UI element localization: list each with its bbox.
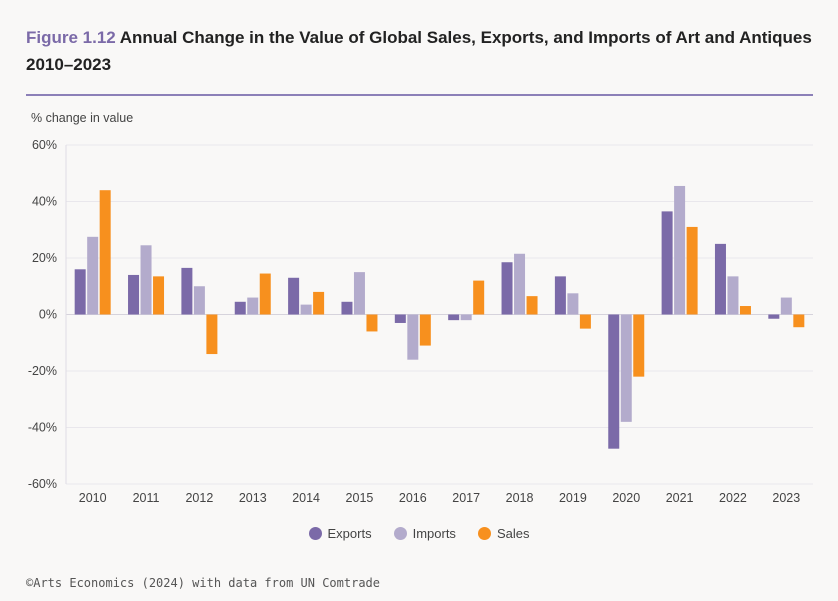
bar-sales-2020 [633, 314, 645, 377]
x-tick-label: 2016 [399, 491, 427, 505]
chart-title: Figure 1.12 Annual Change in the Value of… [26, 24, 816, 78]
bar-imports-2020 [620, 314, 632, 422]
bar-exports-2021 [661, 211, 673, 315]
title-divider [26, 94, 813, 96]
legend-label: Exports [327, 526, 372, 541]
bar-exports-2017 [448, 314, 460, 321]
bar-sales-2018 [526, 296, 538, 315]
bar-imports-2021 [674, 185, 686, 315]
bar-exports-2018 [501, 262, 513, 315]
y-axis-label: % change in value [31, 111, 133, 125]
bar-exports-2013 [234, 301, 246, 315]
bar-sales-2012 [206, 314, 218, 355]
legend-swatch [308, 527, 322, 540]
legend-item-imports: Imports [393, 526, 456, 541]
bar-imports-2014 [300, 304, 312, 315]
bar-exports-2011 [128, 274, 140, 315]
x-tick-label: 2011 [133, 491, 160, 505]
x-tick-label: 2021 [666, 491, 694, 505]
legend-swatch [477, 527, 491, 540]
x-tick-label: 2020 [612, 491, 640, 505]
bar-imports-2012 [193, 286, 205, 315]
y-tick-label: 60% [32, 138, 57, 152]
bar-exports-2019 [554, 276, 566, 315]
bar-exports-2022 [714, 243, 726, 315]
bar-sales-2021 [686, 226, 698, 315]
bar-sales-2017 [473, 280, 485, 315]
legend-label: Imports [412, 526, 456, 541]
x-tick-label: 2023 [772, 491, 800, 505]
bar-sales-2010 [99, 190, 111, 315]
x-tick-label: 2018 [506, 491, 534, 505]
bar-sales-2015 [366, 314, 378, 332]
legend-label: Sales [496, 526, 530, 541]
x-tick-label: 2014 [292, 491, 320, 505]
legend-swatch [393, 527, 407, 540]
bar-imports-2013 [247, 297, 259, 315]
bar-sales-2023 [793, 314, 805, 328]
x-tick-label: 2010 [79, 491, 107, 505]
y-tick-label: -40% [28, 421, 57, 435]
bar-exports-2012 [181, 267, 193, 315]
bar-exports-2023 [768, 314, 780, 319]
bar-sales-2014 [313, 291, 325, 315]
legend: Exports Imports Sales [0, 526, 838, 541]
legend-item-exports: Exports [308, 526, 372, 541]
y-tick-label: -20% [28, 364, 57, 378]
bar-imports-2016 [407, 314, 419, 360]
bar-exports-2010 [74, 269, 86, 315]
y-tick-label: 0% [39, 308, 57, 322]
bar-imports-2022 [727, 276, 739, 315]
y-tick-label: 40% [32, 195, 57, 209]
bar-imports-2010 [87, 236, 99, 315]
y-tick-label: -60% [28, 477, 57, 491]
x-tick-label: 2019 [559, 491, 587, 505]
bar-sales-2019 [579, 314, 591, 329]
bar-imports-2019 [567, 293, 579, 315]
x-tick-label: 2022 [719, 491, 747, 505]
bar-imports-2018 [514, 253, 526, 315]
bar-imports-2017 [460, 314, 472, 321]
y-tick-label: 20% [32, 251, 57, 265]
bar-sales-2016 [419, 314, 431, 346]
bar-sales-2013 [259, 273, 271, 315]
figure-label: Figure 1.12 [26, 28, 116, 47]
x-tick-label: 2015 [346, 491, 374, 505]
x-tick-label: 2017 [452, 491, 480, 505]
bar-sales-2022 [739, 306, 751, 315]
x-tick-label: 2013 [239, 491, 267, 505]
bar-exports-2016 [394, 314, 406, 323]
title-text: Annual Change in the Value of Global Sal… [26, 28, 812, 74]
bar-imports-2015 [353, 272, 365, 315]
bar-exports-2020 [608, 314, 620, 449]
bar-exports-2014 [288, 277, 300, 315]
bar-imports-2023 [780, 297, 792, 315]
source-note: ©Arts Economics (2024) with data from UN… [26, 576, 381, 590]
x-tick-label: 2012 [185, 491, 213, 505]
legend-item-sales: Sales [477, 526, 530, 541]
bar-exports-2015 [341, 301, 353, 315]
bar-sales-2011 [153, 276, 165, 315]
bar-imports-2011 [140, 245, 152, 315]
